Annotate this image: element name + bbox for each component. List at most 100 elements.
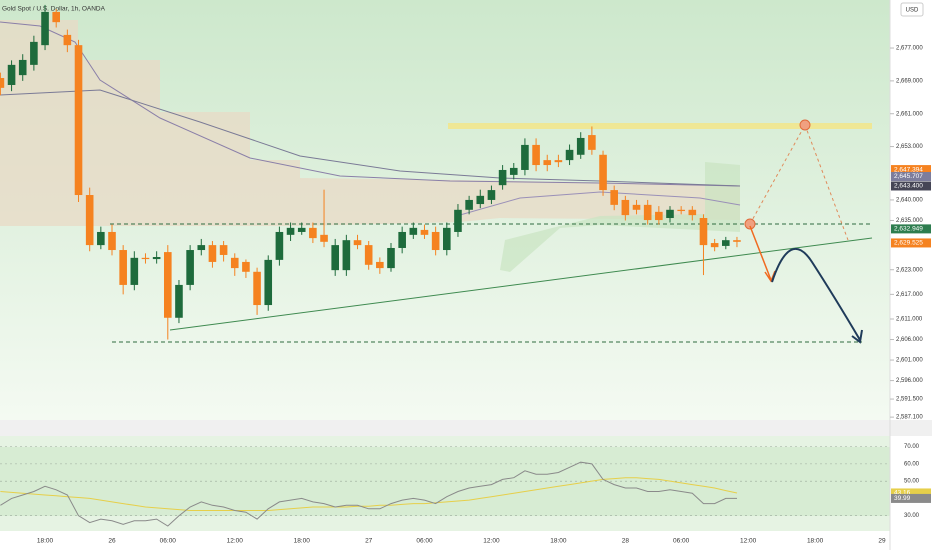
candle-body	[18, 59, 27, 76]
x-tick-label: 26	[108, 538, 116, 545]
x-tick-label: 06:00	[673, 538, 690, 545]
candle-body	[454, 209, 462, 232]
x-tick-label: 18:00	[550, 538, 567, 545]
price-tag	[891, 165, 931, 175]
candle-body	[297, 227, 306, 232]
price-tag	[891, 172, 931, 182]
candle-body	[52, 11, 60, 23]
projection	[749, 124, 806, 225]
arrow	[771, 248, 863, 344]
candle-body	[230, 257, 239, 269]
price-tag	[891, 493, 931, 503]
rsi-tick-label: 60.00	[904, 461, 920, 467]
candle-body	[710, 243, 719, 248]
candle-body	[443, 227, 451, 251]
candle-body	[320, 234, 328, 242]
rsi-band	[0, 447, 890, 516]
price-tag	[891, 181, 931, 191]
candle-body	[309, 227, 317, 239]
x-tick-label: 06:00	[416, 538, 433, 545]
candle-body	[487, 190, 496, 200]
candle-body	[655, 211, 663, 221]
arrow	[749, 225, 776, 283]
point	[799, 119, 811, 131]
y-tick-label: 2,635.000	[896, 218, 923, 224]
candle-body	[331, 245, 339, 271]
candle-body	[342, 240, 351, 271]
y-tick-label: 2,677.000	[896, 46, 923, 52]
moving-average	[459, 191, 741, 216]
pane-separator	[0, 420, 932, 436]
candle-body	[63, 34, 72, 46]
candle-body	[722, 240, 730, 246]
x-tick-label: 12:00	[483, 538, 500, 545]
candle-body	[554, 160, 563, 163]
candle-body	[532, 144, 540, 166]
candle-body	[733, 240, 741, 242]
projection	[804, 124, 849, 241]
price-tag-label: 2,647.394	[894, 166, 923, 173]
x-tick-label: 28	[622, 538, 630, 545]
price-tag	[891, 488, 931, 498]
rsi-tick-label: 70.00	[904, 444, 920, 450]
candle-body	[476, 195, 485, 205]
candle-body	[97, 231, 105, 246]
price-tag	[891, 238, 931, 248]
rsi-tick-label: 30.00	[904, 513, 920, 519]
y-tick-label: 2,623.000	[896, 267, 923, 273]
candle-body	[264, 259, 273, 306]
candle-body	[286, 227, 295, 235]
candle-body	[197, 245, 206, 251]
trendline	[169, 237, 873, 331]
price-tag-label: 39.99	[894, 495, 911, 502]
candle-body	[576, 137, 585, 155]
candle-body	[353, 240, 362, 246]
candle-body	[610, 190, 618, 205]
x-tick-label: 18:00	[294, 538, 311, 545]
candle-body	[275, 231, 284, 260]
candle-body	[119, 250, 127, 285]
candle-body	[130, 257, 139, 285]
chart-title: Gold Spot / U.S. Dollar, 1h, OANDA	[2, 6, 106, 13]
candle-body	[152, 257, 161, 260]
price-tag-label: 2,632.949	[894, 226, 923, 233]
price-tag-label: 2,645.707	[894, 173, 923, 180]
price-tag-label: 2,629.525	[894, 240, 923, 247]
candle-body	[398, 231, 406, 248]
y-tick-label: 2,653.000	[896, 144, 923, 150]
rsi-ma-line	[0, 477, 738, 511]
candle-body	[498, 169, 507, 186]
y-tick-label: 2,640.000	[896, 198, 923, 204]
currency: USD	[906, 8, 919, 14]
price-tag	[891, 224, 931, 234]
candle-body	[621, 199, 630, 216]
candle-body	[175, 284, 183, 318]
candle-body	[599, 154, 607, 191]
candle-body	[677, 209, 685, 212]
x-tick-label: 29	[878, 538, 886, 545]
candle-body	[186, 250, 194, 285]
candle-body	[387, 247, 395, 269]
candle-body	[253, 271, 261, 306]
candle-body	[588, 135, 596, 150]
candle-body	[521, 144, 529, 170]
y-tick-label: 2,606.000	[896, 337, 923, 343]
cloud-green	[500, 162, 740, 272]
y-tick-label: 2,669.000	[896, 78, 923, 84]
candle-body	[108, 231, 116, 251]
x-tick-label: 27	[365, 538, 373, 545]
candle-body	[30, 41, 38, 65]
candle-body	[431, 231, 440, 251]
candle-body	[632, 204, 641, 210]
resistance-band	[448, 123, 872, 129]
price-tag-label: 43.16	[894, 490, 911, 497]
y-tick-label: 2,601.000	[896, 358, 923, 364]
x-tick-label: 12:00	[740, 538, 757, 545]
candle-body	[7, 64, 16, 85]
candle-body	[543, 160, 552, 166]
y-tick-label: 2,617.000	[896, 292, 923, 298]
candle-body	[219, 245, 228, 255]
moving-average	[0, 89, 741, 187]
